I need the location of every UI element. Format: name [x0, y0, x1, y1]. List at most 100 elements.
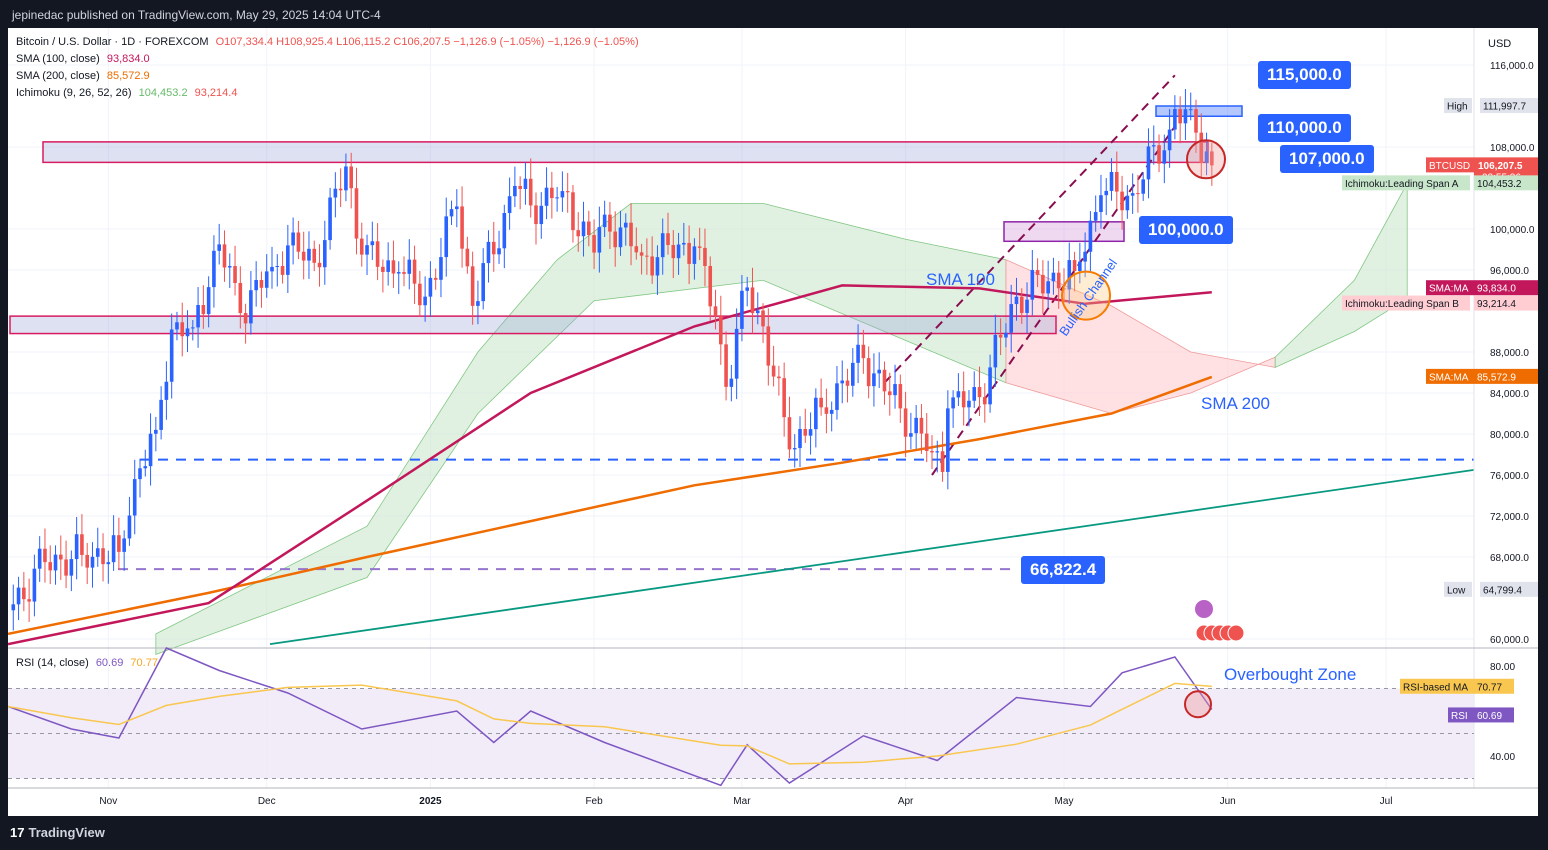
legend-sma200-label: SMA (200, close)	[16, 70, 100, 82]
level-66k-label[interactable]: 66,822.4	[1021, 556, 1106, 584]
candle-body	[745, 287, 749, 291]
candle-body	[106, 562, 111, 565]
candle-body	[465, 248, 470, 267]
legend-rsi-row[interactable]: RSI (14, close) 60.69 70.77	[16, 657, 158, 669]
candle-body	[528, 178, 533, 206]
candle-body	[1120, 191, 1124, 211]
legend-sma100-row[interactable]: SMA (100, close) 93,834.0	[16, 53, 150, 65]
candle-body	[1109, 171, 1114, 191]
level-107k-label[interactable]: 107,000.0	[1280, 145, 1374, 173]
level-115k-label[interactable]: 115,000.0	[1258, 61, 1351, 89]
candle-body	[740, 290, 744, 329]
candle-body	[592, 235, 596, 253]
btcusd-tag-value: 106,207.5	[1478, 161, 1523, 172]
support-zone	[9, 315, 1057, 335]
chart-frame[interactable]: 116,000.0 108,000.0 100,000.0 96,000.0 88,00…	[8, 28, 1538, 816]
tradingview-logo[interactable]: 17 TradingView	[10, 825, 105, 840]
candle-body	[1199, 132, 1204, 163]
price-tick-label: 108,000.0	[1490, 143, 1535, 154]
time-tick-label: 2025	[419, 796, 442, 807]
candle-body	[349, 166, 353, 189]
candle-body	[1072, 260, 1077, 272]
rsi-ma-tag-value: 70.77	[1477, 682, 1502, 693]
candle-body	[74, 534, 79, 560]
breakout-zone	[1003, 221, 1125, 243]
candle-body	[1141, 179, 1145, 194]
candle-body	[930, 450, 934, 453]
us-flag-icon	[1227, 624, 1245, 642]
candle-body	[550, 187, 554, 199]
candle-body	[792, 448, 797, 450]
candle-body	[444, 216, 449, 258]
candle-body	[169, 329, 174, 382]
candle-body	[703, 247, 707, 266]
candle-body	[1083, 251, 1087, 262]
candle-body	[291, 232, 295, 246]
candle-body	[1210, 151, 1214, 166]
candle-body	[270, 266, 274, 272]
top-zone	[1155, 105, 1243, 117]
candle-body	[11, 604, 16, 611]
currency-label[interactable]: USD	[1488, 38, 1512, 50]
candle-body	[729, 378, 734, 387]
retest-circle	[1061, 270, 1111, 321]
candle-body	[1051, 272, 1056, 282]
candle-body	[470, 266, 475, 306]
legend-ichimoku-row[interactable]: Ichimoku (9, 26, 52, 26) 104,453.2 93,21…	[16, 87, 237, 99]
candle-body	[602, 214, 607, 228]
candle-body	[148, 433, 153, 467]
candle-body	[32, 568, 37, 602]
rsi-band	[8, 688, 1474, 779]
candle-body	[1178, 109, 1182, 124]
candle-body	[1019, 296, 1024, 313]
candle-body	[639, 252, 644, 256]
footer-bar: 17 TradingView	[0, 816, 1548, 850]
candle-body	[903, 408, 908, 437]
candle-body	[1078, 261, 1082, 272]
price-chart[interactable]: 116,000.0 108,000.0 100,000.0 96,000.0 88,00…	[8, 28, 1538, 816]
candle-body	[1093, 212, 1098, 221]
legend-ohlc: O107,334.4 H108,925.4 L106,115.2 C106,20…	[215, 36, 639, 48]
candle-body	[861, 344, 866, 359]
candle-body	[264, 271, 269, 288]
candle-body	[122, 538, 126, 552]
candle-body	[1088, 220, 1093, 252]
candle-body	[1035, 270, 1040, 275]
candle-body	[164, 381, 169, 400]
candle-body	[940, 451, 945, 472]
candle-body	[491, 241, 496, 255]
price-tick-label: 96,000.0	[1490, 266, 1529, 277]
candle-body	[650, 256, 654, 276]
low-tag-value-bg	[1480, 581, 1538, 597]
candle-body	[697, 246, 702, 248]
candle-body	[154, 429, 158, 434]
rsi-tick-label: 80.00	[1490, 662, 1515, 673]
candle-body	[1157, 145, 1161, 164]
candle-body	[275, 266, 280, 268]
candle-body	[449, 209, 454, 217]
span-a-tag-value-bg	[1474, 175, 1538, 191]
candle-body	[919, 417, 924, 434]
time-tick-label: May	[1055, 796, 1074, 807]
candle-body	[613, 231, 617, 248]
span-a-tag-label-bg	[1342, 175, 1470, 191]
candle-body	[645, 255, 649, 257]
level-110k-label[interactable]: 110,000.0	[1258, 114, 1351, 142]
level-100k-label[interactable]: 100,000.0	[1139, 216, 1233, 244]
candle-body	[682, 242, 686, 245]
candle-body	[998, 334, 1003, 338]
rsi-ma-tag-label-bg	[1400, 678, 1474, 694]
candle-body	[967, 400, 971, 408]
legend-symbol[interactable]: Bitcoin / U.S. Dollar · 1D · FOREXCOM	[16, 36, 209, 48]
candle-body	[1146, 146, 1151, 180]
candle-body	[333, 188, 338, 198]
reversal-circle	[1186, 139, 1226, 180]
candle-body	[845, 380, 850, 386]
candle-body	[988, 367, 992, 405]
candle-body	[893, 384, 897, 396]
legend-sma100-label: SMA (100, close)	[16, 53, 100, 65]
candle-body	[692, 246, 697, 264]
legend-rsi-label: RSI (14, close)	[16, 657, 89, 669]
candle-body	[803, 428, 808, 436]
legend-sma200-row[interactable]: SMA (200, close) 85,572.9	[16, 70, 150, 82]
